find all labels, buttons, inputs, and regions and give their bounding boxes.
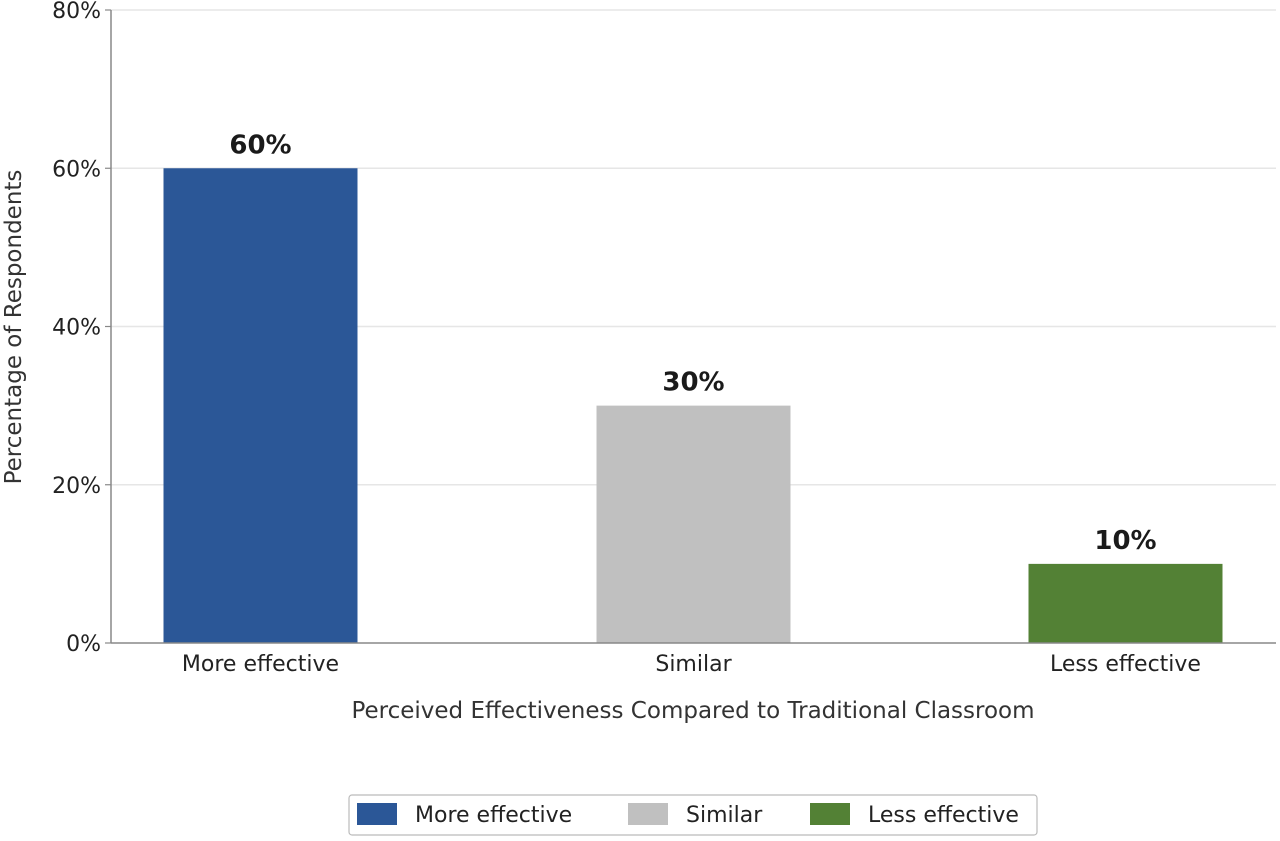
axes xyxy=(110,10,1276,644)
bar-more-effective xyxy=(163,168,358,643)
legend-entry-label: Similar xyxy=(686,803,763,828)
legend: More effective Similar Less effective xyxy=(348,794,1038,836)
y-tick-label: 80% xyxy=(52,0,101,24)
legend-items: More effective Similar Less effective xyxy=(357,803,1019,828)
y-tick-label: 0% xyxy=(66,632,101,657)
legend-swatch xyxy=(357,803,397,825)
x-tick-label: More effective xyxy=(182,652,339,677)
legend-entry-label: More effective xyxy=(415,803,572,828)
data-label: 10% xyxy=(1094,526,1156,556)
bar-less-effective xyxy=(1028,563,1223,643)
x-tick-label: Similar xyxy=(655,652,732,677)
legend-frame xyxy=(348,794,1038,836)
y-tick-label: 40% xyxy=(52,316,101,341)
y-axis-title: Percentage of Respondents xyxy=(1,170,27,485)
data-label: 60% xyxy=(229,130,291,160)
bars xyxy=(163,168,1223,643)
x-tick-labels: More effective Similar Less effective xyxy=(182,652,1201,677)
y-tick-label: 20% xyxy=(52,474,101,499)
bar-similar xyxy=(596,405,791,643)
data-label: 30% xyxy=(662,368,724,398)
y-tick-label: 60% xyxy=(52,157,101,182)
y-tick-labels: 0% 20% 40% 60% 80% xyxy=(52,0,101,657)
x-axis-title: Perceived Effectiveness Compared to Trad… xyxy=(351,698,1034,724)
legend-swatch xyxy=(628,803,668,825)
x-tick-label: Less effective xyxy=(1050,652,1201,677)
legend-swatch xyxy=(810,803,850,825)
legend-entry-label: Less effective xyxy=(868,803,1019,828)
data-labels: 60% 30% 10% xyxy=(229,130,1156,556)
